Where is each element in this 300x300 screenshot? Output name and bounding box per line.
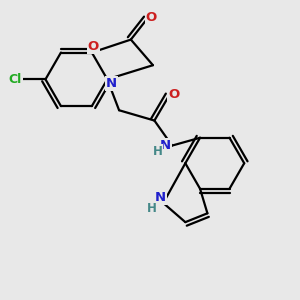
Text: N: N [160, 139, 171, 152]
Text: Cl: Cl [8, 73, 22, 86]
Text: N: N [106, 77, 117, 90]
Text: O: O [146, 11, 157, 24]
Text: O: O [168, 88, 179, 100]
Text: N: N [155, 191, 166, 204]
Text: O: O [88, 40, 99, 53]
Text: H: H [152, 145, 162, 158]
Text: H: H [147, 202, 157, 215]
